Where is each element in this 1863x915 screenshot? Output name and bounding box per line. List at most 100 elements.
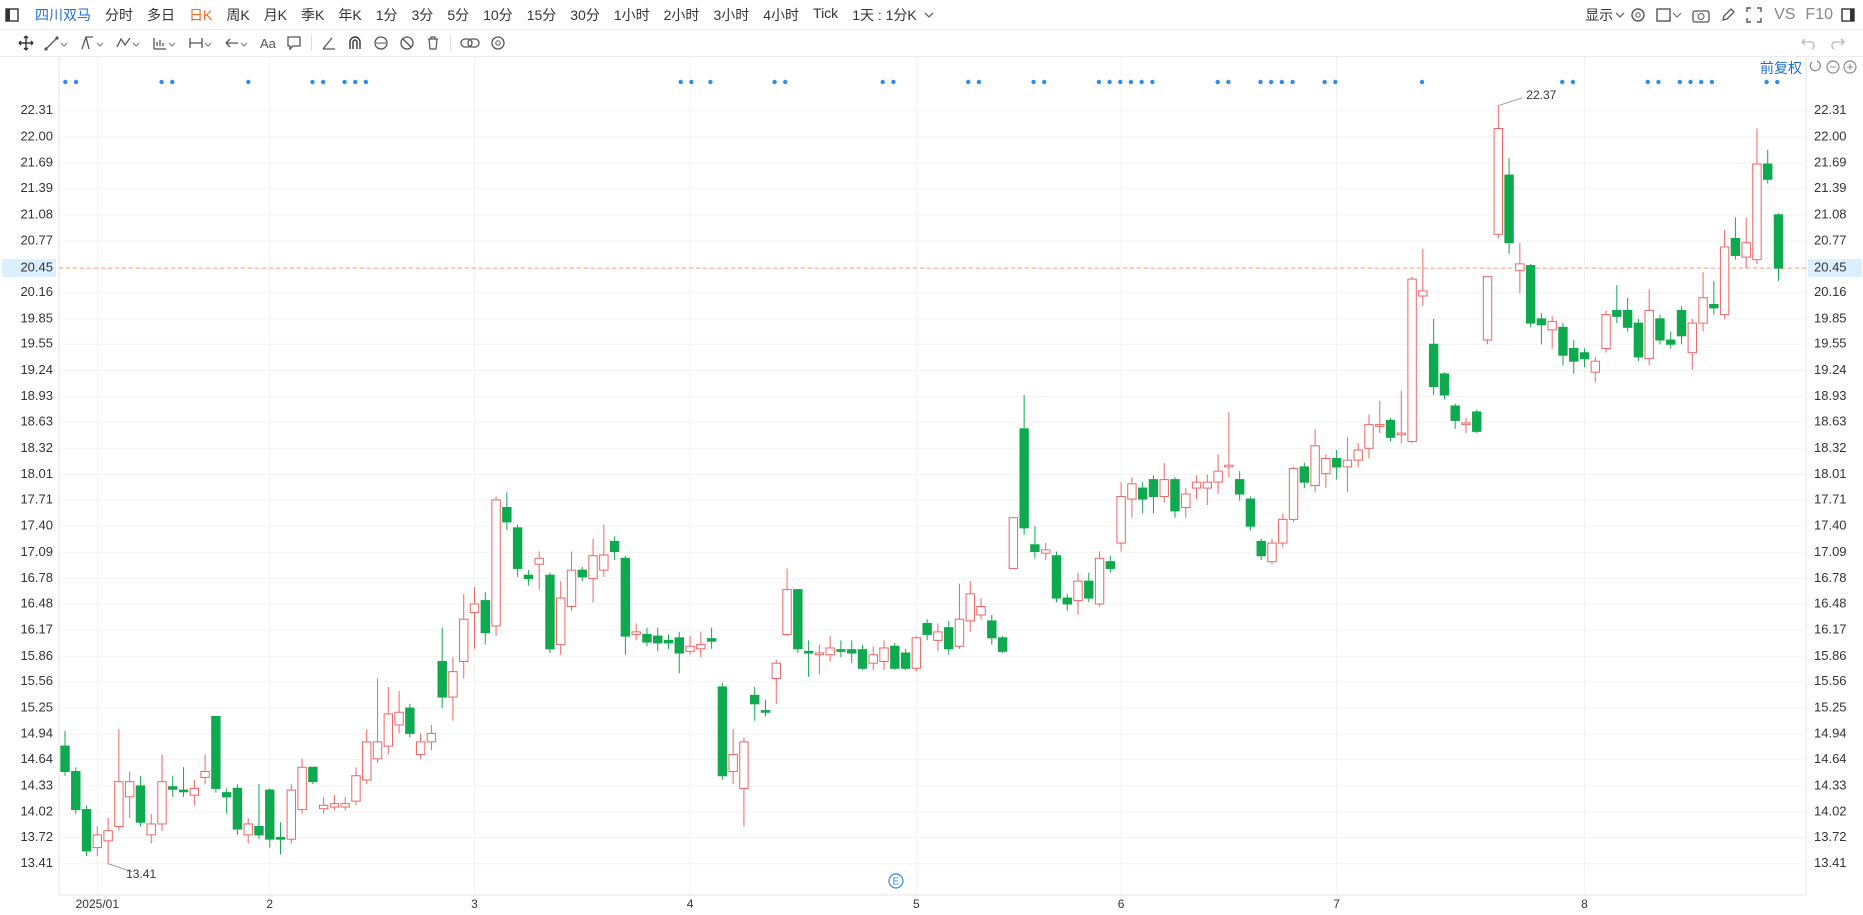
period-button[interactable]: 5分	[447, 6, 470, 23]
candle-body	[1385, 419, 1396, 438]
y-tick-label: 15.86	[20, 648, 53, 663]
pen-icon[interactable]	[1720, 7, 1736, 23]
camera-icon[interactable]	[1692, 7, 1710, 23]
event-dot	[310, 79, 315, 85]
event-dot	[1419, 79, 1425, 85]
zoom-out[interactable]	[1826, 60, 1840, 74]
event-dot	[708, 79, 713, 85]
candle-body	[890, 645, 900, 669]
candle-body	[760, 710, 771, 713]
period-button[interactable]: 季K	[301, 6, 325, 23]
candle-body	[954, 618, 965, 647]
y-tick-label: 13.72	[20, 829, 53, 844]
event-dot	[1226, 79, 1231, 85]
period-button[interactable]: 4小时	[763, 6, 800, 23]
display-button[interactable]: 显示	[1585, 6, 1614, 23]
period-button[interactable]: 1分	[375, 6, 398, 23]
candle-body	[642, 633, 652, 643]
period-button[interactable]: 15分	[526, 6, 557, 23]
y-tick-label: 13.41	[20, 855, 53, 870]
y-tick-label: 20.77	[1814, 232, 1847, 247]
move-tool[interactable]	[18, 35, 34, 51]
candle-body	[286, 789, 297, 840]
candle-body	[459, 618, 469, 663]
candle-body	[1353, 449, 1363, 461]
event-dot	[1279, 79, 1285, 85]
zoom-in[interactable]	[1843, 60, 1857, 74]
lock-tool[interactable]	[373, 35, 389, 51]
candle-body	[1159, 479, 1169, 498]
adjust-mode[interactable]: 前复权	[1760, 60, 1802, 76]
period-button[interactable]: 30分	[570, 6, 600, 23]
y-tick-label: 16.78	[1814, 570, 1847, 585]
candle-body	[922, 622, 932, 635]
interval-select[interactable]: 1天 : 1分K	[852, 6, 917, 23]
measure-tool[interactable]	[152, 35, 178, 51]
candle-body	[1730, 238, 1741, 256]
event-dot	[976, 79, 982, 85]
period-button[interactable]: 3小时	[713, 6, 750, 23]
note-tool[interactable]	[286, 35, 302, 51]
vs-button[interactable]: VS	[1774, 5, 1796, 23]
reset-icon[interactable]	[1809, 60, 1821, 72]
redo[interactable]	[1828, 36, 1846, 50]
candle-body	[933, 631, 943, 641]
period-button[interactable]: 日K	[189, 6, 213, 23]
channel-tool[interactable]	[80, 35, 106, 51]
link-tool[interactable]	[460, 35, 480, 51]
candle-body	[534, 557, 544, 565]
candle-body	[1666, 339, 1676, 345]
candle-body	[976, 606, 986, 616]
layout-icon[interactable]	[1656, 7, 1682, 23]
event-dot	[1107, 79, 1112, 85]
arrow-tool[interactable]	[224, 35, 250, 51]
candle-body	[1622, 309, 1633, 328]
period-button[interactable]: 10分	[483, 6, 513, 23]
f10-button[interactable]: F10	[1805, 5, 1833, 23]
period-button[interactable]: Tick	[813, 4, 839, 21]
text-tool[interactable]: Aa	[260, 35, 276, 51]
candle-body	[803, 650, 814, 654]
settings-icon[interactable]	[1630, 7, 1646, 23]
hide-tool[interactable]	[399, 35, 415, 51]
y-tick-label: 18.32	[1814, 440, 1847, 455]
wave-tool[interactable]	[116, 35, 142, 51]
event-dot	[1150, 79, 1155, 85]
panel-toggle[interactable]	[1841, 7, 1855, 22]
period-button[interactable]: 1小时	[613, 6, 650, 23]
period-button[interactable]: 多日	[147, 6, 175, 23]
period-button[interactable]: 3分	[411, 6, 434, 23]
high-annotation: 22.37	[1526, 88, 1556, 102]
period-button[interactable]: 分时	[105, 6, 133, 23]
y-tick-label: 19.24	[20, 362, 53, 377]
candle-body	[1073, 580, 1083, 602]
magnet-tool[interactable]	[347, 35, 363, 51]
undo[interactable]	[1800, 36, 1818, 50]
line-tool[interactable]	[44, 35, 70, 51]
fullscreen-icon[interactable]	[1746, 6, 1762, 23]
candle-body	[1493, 128, 1504, 235]
candle-body	[362, 741, 372, 781]
stock-name[interactable]: 四川双马	[35, 6, 91, 23]
period-button[interactable]: 月K	[263, 6, 288, 23]
y-tick-label: 19.55	[20, 336, 53, 351]
period-button[interactable]: 周K	[226, 6, 250, 23]
sidebar-toggle[interactable]	[5, 7, 19, 22]
period-button[interactable]: 2小时	[663, 6, 700, 23]
x-tick-label: 5	[913, 897, 920, 911]
draw-settings[interactable]	[490, 35, 506, 51]
event-dot	[1139, 79, 1144, 85]
event-dot	[363, 79, 369, 85]
y-tick-label: 19.85	[1814, 310, 1847, 325]
candle-body	[1525, 265, 1536, 324]
y-tick-label: 18.93	[20, 388, 53, 403]
candle-body	[1719, 246, 1730, 316]
y-tick-label: 19.55	[1814, 336, 1847, 351]
candle-body	[103, 830, 113, 842]
angle-tool[interactable]	[321, 35, 337, 51]
candle-body	[1676, 309, 1687, 337]
range-tool[interactable]	[188, 35, 214, 51]
event-dot	[1215, 79, 1220, 85]
delete-tool[interactable]	[425, 35, 441, 51]
period-button[interactable]: 年K	[338, 6, 362, 23]
